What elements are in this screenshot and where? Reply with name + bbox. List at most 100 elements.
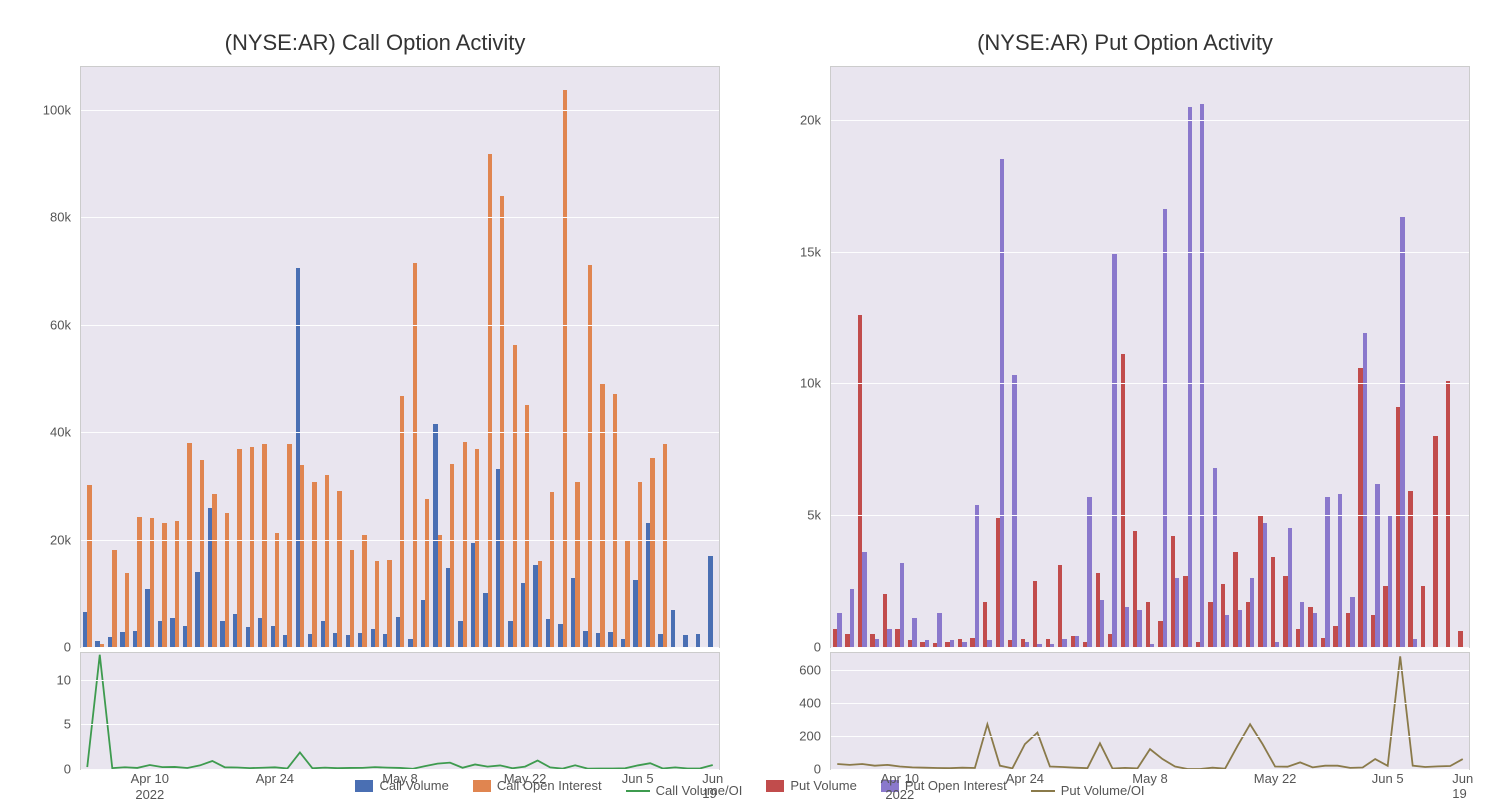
bar-call_open_interest — [87, 485, 91, 647]
bar-call_open_interest — [600, 384, 604, 647]
grid-line — [831, 769, 1469, 770]
grid-line — [81, 680, 719, 681]
right-main-bars — [831, 67, 1469, 647]
grid-line — [81, 724, 719, 725]
bar-call_open_interest — [362, 535, 366, 647]
left-main-chart: 020k40k60k80k100k — [80, 66, 720, 648]
y-tick-label: 200 — [799, 728, 821, 743]
grid-line — [831, 703, 1469, 704]
right-sub-ylabels: 0200400600 — [781, 653, 826, 769]
bar-put_volume — [1433, 436, 1437, 647]
bar-call_open_interest — [375, 561, 379, 647]
bar-call_open_interest — [287, 444, 291, 647]
left-xlabels: Apr 10Apr 24May 8May 22Jun 5Jun 192022 — [81, 771, 719, 791]
bar-call_open_interest — [463, 442, 467, 647]
grid-line — [81, 217, 719, 218]
grid-line — [81, 325, 719, 326]
left-main-bars — [81, 67, 719, 647]
bar-put_open_interest — [925, 640, 929, 647]
bar-call_open_interest — [387, 560, 391, 647]
x-tick-label: Jun 19 — [702, 771, 723, 801]
y-tick-label: 10 — [57, 672, 71, 687]
bar-call_open_interest — [325, 475, 329, 647]
bar-put_volume — [1058, 565, 1062, 647]
left-sub-line — [81, 653, 719, 769]
bar-call_open_interest — [638, 482, 642, 647]
grid-line — [831, 736, 1469, 737]
y-tick-label: 60k — [50, 317, 71, 332]
bar-put_open_interest — [950, 640, 954, 647]
y-tick-label: 5 — [64, 717, 71, 732]
bar-put_open_interest — [875, 639, 879, 647]
bar-put_volume — [1458, 631, 1462, 647]
grid-line — [81, 769, 719, 770]
bar-put_open_interest — [1238, 610, 1242, 647]
bar-call_open_interest — [350, 550, 354, 647]
bar-call_open_interest — [525, 405, 529, 647]
bar-put_open_interest — [1125, 607, 1129, 647]
bar-put_volume — [1421, 586, 1425, 647]
y-tick-label: 40k — [50, 425, 71, 440]
bar-put_open_interest — [1175, 578, 1179, 647]
bar-call_open_interest — [275, 533, 279, 647]
bar-put_open_interest — [1350, 597, 1354, 647]
right-chart-title: (NYSE:AR) Put Option Activity — [780, 30, 1470, 56]
bar-put_open_interest — [1000, 159, 1004, 647]
bar-call_volume — [671, 610, 675, 647]
bar-call_open_interest — [200, 460, 204, 647]
bar-put_volume — [1033, 581, 1037, 647]
x-tick-label: May 8 — [1132, 771, 1167, 786]
right-main-chart: 05k10k15k20k — [830, 66, 1470, 648]
bar-put_open_interest — [1250, 578, 1254, 647]
bar-put_open_interest — [862, 552, 866, 647]
bar-put_open_interest — [850, 589, 854, 647]
bar-call_open_interest — [237, 449, 241, 647]
bar-call_open_interest — [625, 540, 629, 647]
bar-call_open_interest — [413, 263, 417, 647]
bar-call_open_interest — [588, 265, 592, 647]
x-tick-label: May 22 — [1254, 771, 1297, 786]
bar-put_open_interest — [1263, 523, 1267, 647]
grid-line — [831, 383, 1469, 384]
bar-put_open_interest — [975, 505, 979, 647]
bar-put_open_interest — [1112, 254, 1116, 647]
bar-put_open_interest — [1163, 209, 1167, 647]
bar-call_open_interest — [663, 444, 667, 647]
bar-call_open_interest — [488, 154, 492, 647]
bar-put_open_interest — [987, 640, 991, 647]
bar-call_open_interest — [563, 90, 567, 647]
grid-line — [81, 647, 719, 648]
left-sub-chart: 0510 Apr 10Apr 24May 8May 22Jun 5Jun 192… — [80, 652, 720, 770]
y-tick-label: 20k — [800, 112, 821, 127]
bar-put_open_interest — [1062, 639, 1066, 647]
bar-put_open_interest — [1225, 615, 1229, 647]
charts-container: (NYSE:AR) Call Option Activity 020k40k60… — [0, 0, 1500, 770]
left-sub-ylabels: 0510 — [31, 653, 76, 769]
bar-call_open_interest — [112, 550, 116, 647]
ratio-line — [837, 656, 1462, 769]
grid-line — [831, 252, 1469, 253]
bar-call_open_interest — [438, 535, 442, 647]
bar-put_open_interest — [1213, 468, 1217, 647]
bar-call_open_interest — [425, 499, 429, 647]
grid-line — [81, 110, 719, 111]
bar-call_open_interest — [137, 517, 141, 647]
left-chart-wrap: 020k40k60k80k100k 0510 Apr 10Apr 24May 8… — [30, 66, 720, 770]
bar-put_open_interest — [1137, 610, 1141, 647]
right-panel: (NYSE:AR) Put Option Activity 05k10k15k2… — [750, 10, 1500, 770]
y-tick-label: 10k — [800, 376, 821, 391]
grid-line — [81, 540, 719, 541]
bar-call_open_interest — [312, 482, 316, 647]
bar-put_volume — [1446, 381, 1450, 647]
bar-put_open_interest — [1363, 333, 1367, 647]
bar-call_open_interest — [212, 494, 216, 647]
bar-call_open_interest — [400, 396, 404, 647]
y-tick-label: 0 — [64, 762, 71, 777]
bar-put_open_interest — [1200, 104, 1204, 647]
bar-put_open_interest — [1413, 639, 1417, 647]
x-tick-label: Apr 10 — [131, 771, 169, 786]
x-tick-label: May 8 — [382, 771, 417, 786]
x-tick-label: Jun 5 — [1372, 771, 1404, 786]
bar-call_volume — [683, 635, 687, 647]
bar-put_open_interest — [1338, 494, 1342, 647]
